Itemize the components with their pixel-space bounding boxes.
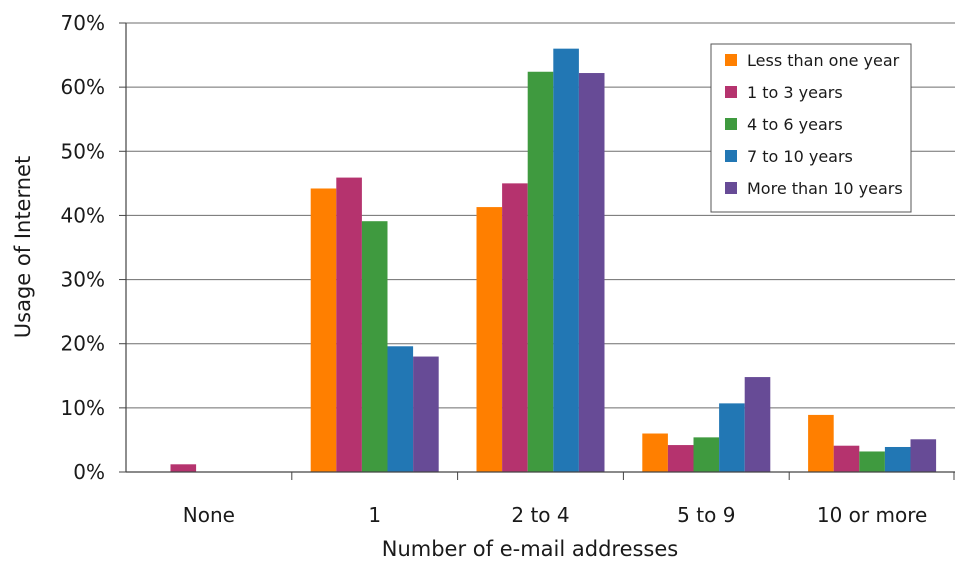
bar [553, 48, 579, 473]
legend-swatch [725, 182, 737, 194]
y-tick-label: 70% [61, 11, 105, 35]
legend-swatch [725, 86, 737, 98]
legend-label: 1 to 3 years [747, 83, 843, 102]
bar [719, 403, 745, 472]
bar [859, 451, 885, 472]
legend-label: 4 to 6 years [747, 115, 843, 134]
bar [502, 183, 528, 472]
x-tick-label: None [183, 503, 235, 527]
axes: 0% 10% 20% 30% 40% 50% 60% 70% None 1 2 to 4 5 to 9… [61, 11, 955, 527]
bar [387, 346, 414, 472]
bars [170, 48, 937, 473]
x-tick-label: 5 to 9 [677, 503, 735, 527]
legend-label: Less than one year [747, 51, 900, 70]
y-tick-label: 20% [61, 332, 105, 356]
x-tick-label: 1 [368, 503, 381, 527]
y-axis-title: Usage of Internet [11, 156, 35, 338]
bar [693, 437, 720, 472]
bar [578, 73, 605, 472]
legend: Less than one year 1 to 3 years 4 to 6 yea… [710, 43, 912, 213]
bar [361, 221, 388, 472]
legend-label: More than 10 years [747, 179, 903, 198]
x-tick-label: 10 or more [817, 503, 927, 527]
y-tick-label: 50% [61, 139, 105, 163]
bar [170, 464, 197, 472]
bar [833, 445, 860, 472]
bar [667, 445, 694, 472]
y-tick-label: 60% [61, 75, 105, 99]
bar [476, 207, 503, 472]
legend-swatch [725, 118, 737, 130]
x-tick-label: 2 to 4 [511, 503, 569, 527]
y-tick-label: 10% [61, 396, 105, 420]
legend-label: 7 to 10 years [747, 147, 853, 166]
y-tick-label: 30% [61, 268, 105, 292]
legend-swatch [725, 54, 737, 66]
legend-box [710, 43, 912, 213]
bar [884, 446, 911, 472]
bar [642, 433, 668, 472]
bar [336, 177, 362, 472]
bar [808, 414, 834, 472]
bar [744, 377, 771, 472]
bar [527, 71, 554, 473]
y-tick-label: 40% [61, 203, 105, 227]
bar [310, 188, 337, 472]
x-axis-title: Number of e-mail addresses [382, 537, 678, 561]
bar [910, 439, 937, 472]
legend-swatch [725, 150, 737, 162]
y-tick-label: 0% [73, 460, 105, 484]
bar [413, 356, 439, 472]
